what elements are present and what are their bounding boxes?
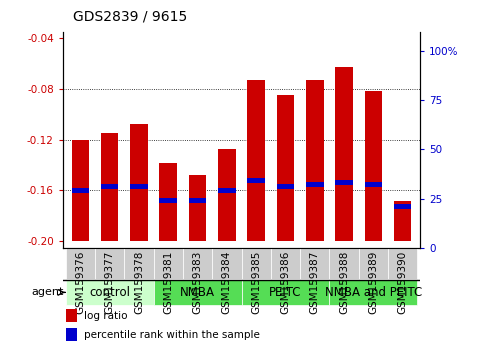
Bar bbox=[130, 125, 148, 241]
Text: GSM159384: GSM159384 bbox=[222, 250, 232, 314]
Text: percentile rank within the sample: percentile rank within the sample bbox=[84, 330, 260, 340]
Text: log ratio: log ratio bbox=[84, 311, 128, 321]
Text: GSM159383: GSM159383 bbox=[193, 250, 202, 314]
Bar bbox=[365, 182, 382, 187]
Text: GSM159388: GSM159388 bbox=[339, 250, 349, 314]
Text: GSM159390: GSM159390 bbox=[398, 250, 408, 314]
FancyBboxPatch shape bbox=[154, 280, 242, 305]
Text: NMBA: NMBA bbox=[180, 286, 215, 299]
Bar bbox=[277, 184, 294, 189]
Text: GSM159387: GSM159387 bbox=[310, 250, 320, 314]
Bar bbox=[101, 133, 118, 241]
Text: NMBA and PEITC: NMBA and PEITC bbox=[325, 286, 422, 299]
FancyBboxPatch shape bbox=[154, 247, 183, 279]
FancyBboxPatch shape bbox=[359, 247, 388, 279]
FancyBboxPatch shape bbox=[388, 247, 417, 279]
Bar bbox=[218, 188, 236, 193]
Text: GSM159386: GSM159386 bbox=[281, 250, 290, 314]
FancyBboxPatch shape bbox=[212, 247, 242, 279]
Bar bbox=[71, 188, 89, 193]
Bar bbox=[394, 201, 412, 241]
Text: PEITC: PEITC bbox=[269, 286, 302, 299]
Bar bbox=[394, 204, 412, 209]
Text: GSM159378: GSM159378 bbox=[134, 250, 144, 314]
FancyBboxPatch shape bbox=[300, 247, 329, 279]
Bar bbox=[365, 91, 382, 241]
Text: GSM159377: GSM159377 bbox=[105, 250, 114, 314]
Text: GSM159389: GSM159389 bbox=[369, 250, 378, 314]
FancyBboxPatch shape bbox=[124, 247, 154, 279]
FancyBboxPatch shape bbox=[242, 280, 329, 305]
FancyBboxPatch shape bbox=[183, 247, 212, 279]
Text: agent: agent bbox=[31, 287, 63, 297]
Bar bbox=[66, 328, 77, 342]
Bar bbox=[306, 80, 324, 241]
Bar bbox=[218, 149, 236, 241]
Bar bbox=[66, 309, 77, 322]
Text: GSM159376: GSM159376 bbox=[75, 250, 85, 314]
Bar bbox=[189, 175, 206, 241]
Bar bbox=[247, 80, 265, 241]
Bar bbox=[130, 184, 148, 189]
FancyBboxPatch shape bbox=[329, 280, 417, 305]
FancyBboxPatch shape bbox=[242, 247, 271, 279]
FancyBboxPatch shape bbox=[329, 247, 359, 279]
Bar bbox=[306, 182, 324, 187]
Bar bbox=[159, 198, 177, 203]
Bar bbox=[159, 162, 177, 241]
Bar bbox=[335, 67, 353, 241]
FancyBboxPatch shape bbox=[66, 280, 154, 305]
Bar bbox=[189, 198, 206, 203]
FancyBboxPatch shape bbox=[271, 247, 300, 279]
Text: GSM159381: GSM159381 bbox=[163, 250, 173, 314]
Text: control: control bbox=[89, 286, 130, 299]
Text: GSM159385: GSM159385 bbox=[251, 250, 261, 314]
FancyBboxPatch shape bbox=[95, 247, 124, 279]
FancyBboxPatch shape bbox=[66, 247, 95, 279]
Bar bbox=[277, 95, 294, 241]
Bar bbox=[335, 180, 353, 185]
Bar bbox=[101, 184, 118, 189]
Text: GDS2839 / 9615: GDS2839 / 9615 bbox=[73, 9, 187, 23]
Bar bbox=[71, 140, 89, 241]
Bar bbox=[247, 178, 265, 183]
